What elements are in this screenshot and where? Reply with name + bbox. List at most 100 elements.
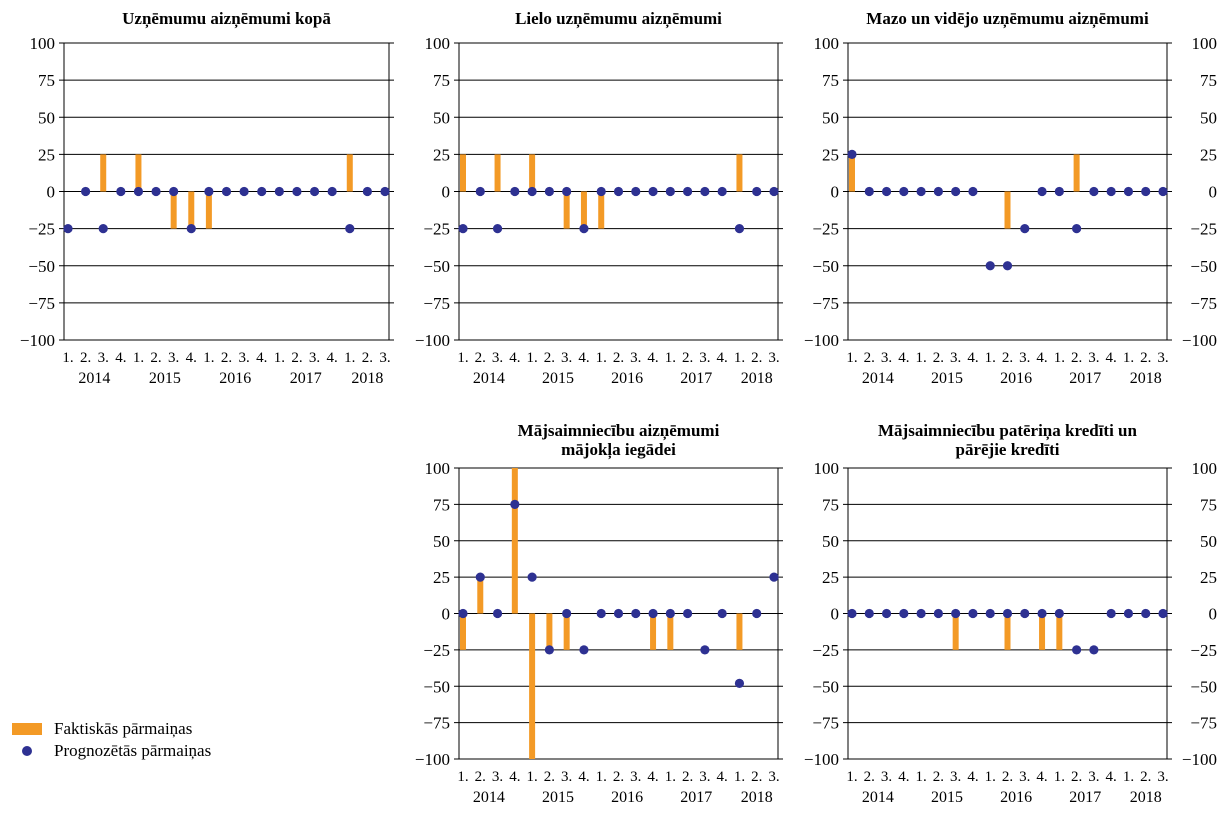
bar	[135, 154, 142, 192]
forecast-dot	[239, 186, 249, 197]
bar	[1004, 191, 1011, 229]
forecast-dot	[1141, 608, 1151, 619]
forecast-dot	[81, 186, 91, 197]
forecast-dot	[847, 608, 857, 619]
x-tick-label: 2.	[221, 350, 232, 366]
forecast-dot	[1072, 645, 1082, 655]
chart-title: Mazo un vidējo uzņēmumu aizņēmumi	[866, 9, 1149, 29]
y-tick-label: −25	[28, 220, 55, 239]
y-tick-label: 25	[433, 145, 450, 164]
y-tick-label: 25	[38, 145, 55, 164]
x-tick-label: 3.	[630, 350, 641, 366]
forecast-dot	[1054, 608, 1064, 619]
forecast-dot	[1123, 608, 1134, 619]
forecast-dot	[916, 186, 926, 197]
forecast-dot	[380, 186, 390, 197]
y-tick-label: 25	[822, 145, 839, 164]
forecast-dot	[752, 186, 762, 197]
y-tick-label: 50	[822, 108, 839, 127]
year-label: 2014	[862, 370, 894, 387]
forecast-dot	[458, 608, 468, 619]
forecast-dot	[204, 186, 214, 197]
x-tick-label: 3.	[768, 350, 779, 366]
forecast-dot	[274, 186, 284, 197]
x-tick-label: 1.	[274, 350, 285, 366]
x-tick-label: 2.	[751, 769, 762, 785]
forecast-dot	[327, 186, 337, 197]
x-tick-label: 4.	[647, 350, 658, 366]
y-tick-label: −25	[423, 641, 450, 660]
bar	[849, 154, 855, 192]
forecast-dot	[734, 678, 745, 688]
x-tick-label: 2.	[864, 350, 875, 366]
forecast-dot	[562, 608, 572, 619]
x-tick-label: 2.	[1071, 769, 1082, 785]
chart-panel: Lielo uzņēmumu aizņēmumi 100 75 50 25 0 −25 −50…	[415, 9, 783, 387]
x-tick-label: 2.	[613, 769, 624, 785]
legend-item-actual: Faktiskās pārmaiņas	[12, 718, 211, 740]
year-label: 2014	[862, 789, 894, 806]
x-tick-label: 3.	[1088, 350, 1099, 366]
forecast-dot	[169, 186, 179, 197]
bar	[477, 577, 484, 614]
y-tick-label: 100	[30, 34, 56, 53]
forecast-dot	[1106, 608, 1116, 619]
x-tick-label: 2.	[475, 350, 486, 366]
legend-swatch-bar	[12, 723, 42, 735]
x-tick-label: 2.	[751, 350, 762, 366]
x-tick-label: 1.	[985, 350, 996, 366]
bar	[100, 154, 107, 192]
x-tick-label: 2.	[682, 769, 693, 785]
forecast-dot	[1158, 186, 1168, 197]
x-tick-label: 1.	[915, 350, 926, 366]
legend-swatch-dot	[22, 746, 32, 756]
forecast-dot	[631, 608, 641, 619]
x-tick-label: 1.	[665, 350, 676, 366]
y-tick-label-right: 100	[1192, 459, 1218, 478]
forecast-dot	[98, 224, 108, 234]
forecast-dot	[475, 572, 485, 582]
forecast-dot	[717, 608, 727, 619]
y-tick-label: 50	[822, 532, 839, 551]
x-tick-label: 4.	[509, 350, 520, 366]
x-tick-label: 3.	[881, 769, 892, 785]
forecast-dot	[951, 608, 961, 619]
forecast-dot	[544, 645, 554, 655]
x-tick-label: 1.	[1054, 769, 1065, 785]
y-tick-label: −75	[28, 294, 55, 313]
x-tick-label: 3.	[950, 350, 961, 366]
forecast-dot	[916, 608, 926, 619]
forecast-dot	[648, 186, 658, 197]
y-tick-label: −50	[812, 677, 839, 696]
bar	[563, 613, 570, 650]
y-tick-label: 0	[442, 183, 451, 202]
x-tick-label: 3.	[309, 350, 320, 366]
x-tick-label: 1.	[526, 769, 537, 785]
year-label: 2018	[351, 370, 383, 387]
y-tick-label: 75	[822, 495, 839, 514]
x-tick-label: 3.	[168, 350, 179, 366]
y-tick-label: 50	[433, 532, 450, 551]
x-tick-label: 4.	[898, 769, 909, 785]
x-tick-label: 1.	[915, 769, 926, 785]
forecast-dot	[1141, 186, 1151, 197]
y-tick-label-right: −25	[1190, 220, 1217, 239]
y-tick-label: −100	[20, 331, 55, 350]
forecast-dot	[596, 186, 606, 197]
x-tick-label: 2.	[291, 350, 302, 366]
y-tick-label-right: −25	[1190, 641, 1217, 660]
x-tick-label: 2.	[150, 350, 161, 366]
x-tick-label: 3.	[881, 350, 892, 366]
y-tick-label-right: 0	[1209, 183, 1218, 202]
x-tick-label: 4.	[186, 350, 197, 366]
legend-label-forecast: Prognozētās pārmaiņas	[54, 741, 212, 760]
y-tick-label: −25	[423, 220, 450, 239]
x-tick-label: 3.	[1019, 350, 1030, 366]
x-tick-label: 1.	[1123, 769, 1134, 785]
bar	[650, 613, 657, 650]
x-tick-label: 3.	[379, 350, 390, 366]
x-tick-label: 2.	[864, 769, 875, 785]
x-tick-label: 4.	[256, 350, 267, 366]
bar	[170, 191, 177, 229]
